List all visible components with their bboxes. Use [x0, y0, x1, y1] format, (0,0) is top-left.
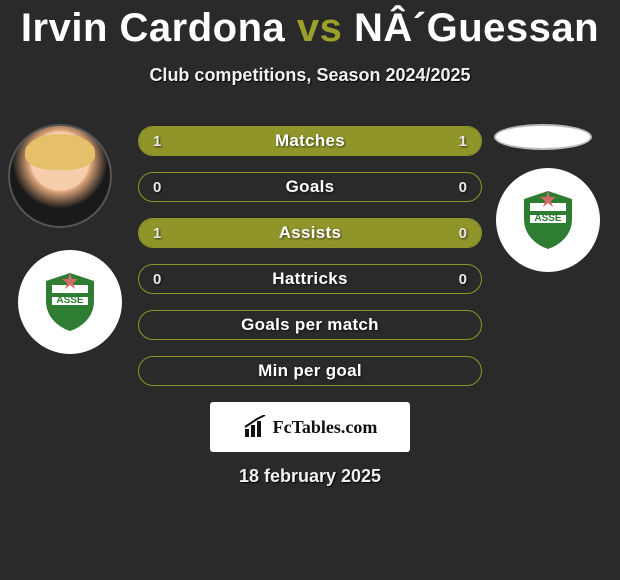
- player2-avatar-placeholder: [494, 124, 592, 150]
- stat-value-right: 1: [459, 127, 467, 155]
- shield-icon: ASSE: [520, 189, 576, 251]
- player2-club-badge: ASSE: [496, 168, 600, 272]
- stat-row: Assists1 0: [138, 218, 482, 248]
- svg-text:ASSE: ASSE: [56, 295, 84, 306]
- footer-brand-text: FcTables.com: [273, 417, 378, 438]
- chart-icon: [243, 415, 267, 439]
- stat-value-left: 0: [153, 265, 161, 293]
- stat-row: Hattricks0 0: [138, 264, 482, 294]
- stat-value-right: 0: [459, 265, 467, 293]
- stat-label: Hattricks: [139, 265, 481, 293]
- player1-club-badge: ASSE: [18, 250, 122, 354]
- stat-label: Min per goal: [139, 357, 481, 385]
- page-title: Irvin Cardona vs NÂ´Guessan: [0, 0, 620, 51]
- stat-row: Min per goal: [138, 356, 482, 386]
- stat-row: Matches1 1: [138, 126, 482, 156]
- stat-value-right: 0: [459, 219, 467, 247]
- stat-value-left: 1: [153, 219, 161, 247]
- shield-icon: ASSE: [42, 271, 98, 333]
- player2-name: NÂ´Guessan: [354, 6, 599, 50]
- stat-label: Goals: [139, 173, 481, 201]
- vs-separator: vs: [297, 6, 343, 50]
- stat-value-left: 1: [153, 127, 161, 155]
- stat-value-right: 0: [459, 173, 467, 201]
- stat-label: Goals per match: [139, 311, 481, 339]
- stat-label: Assists: [139, 219, 481, 247]
- stat-value-left: 0: [153, 173, 161, 201]
- stats-panel: Matches11Goals00Assists10Hattricks00Goal…: [138, 126, 482, 386]
- svg-text:ASSE: ASSE: [534, 213, 562, 224]
- date-label: 18 february 2025: [0, 466, 620, 487]
- subtitle: Club competitions, Season 2024/2025: [0, 65, 620, 86]
- player1-avatar: [8, 124, 112, 228]
- stat-row: Goals per match: [138, 310, 482, 340]
- footer-brand: FcTables.com: [210, 402, 410, 452]
- player1-name: Irvin Cardona: [21, 6, 285, 50]
- stat-row: Goals0 0: [138, 172, 482, 202]
- stat-label: Matches: [139, 127, 481, 155]
